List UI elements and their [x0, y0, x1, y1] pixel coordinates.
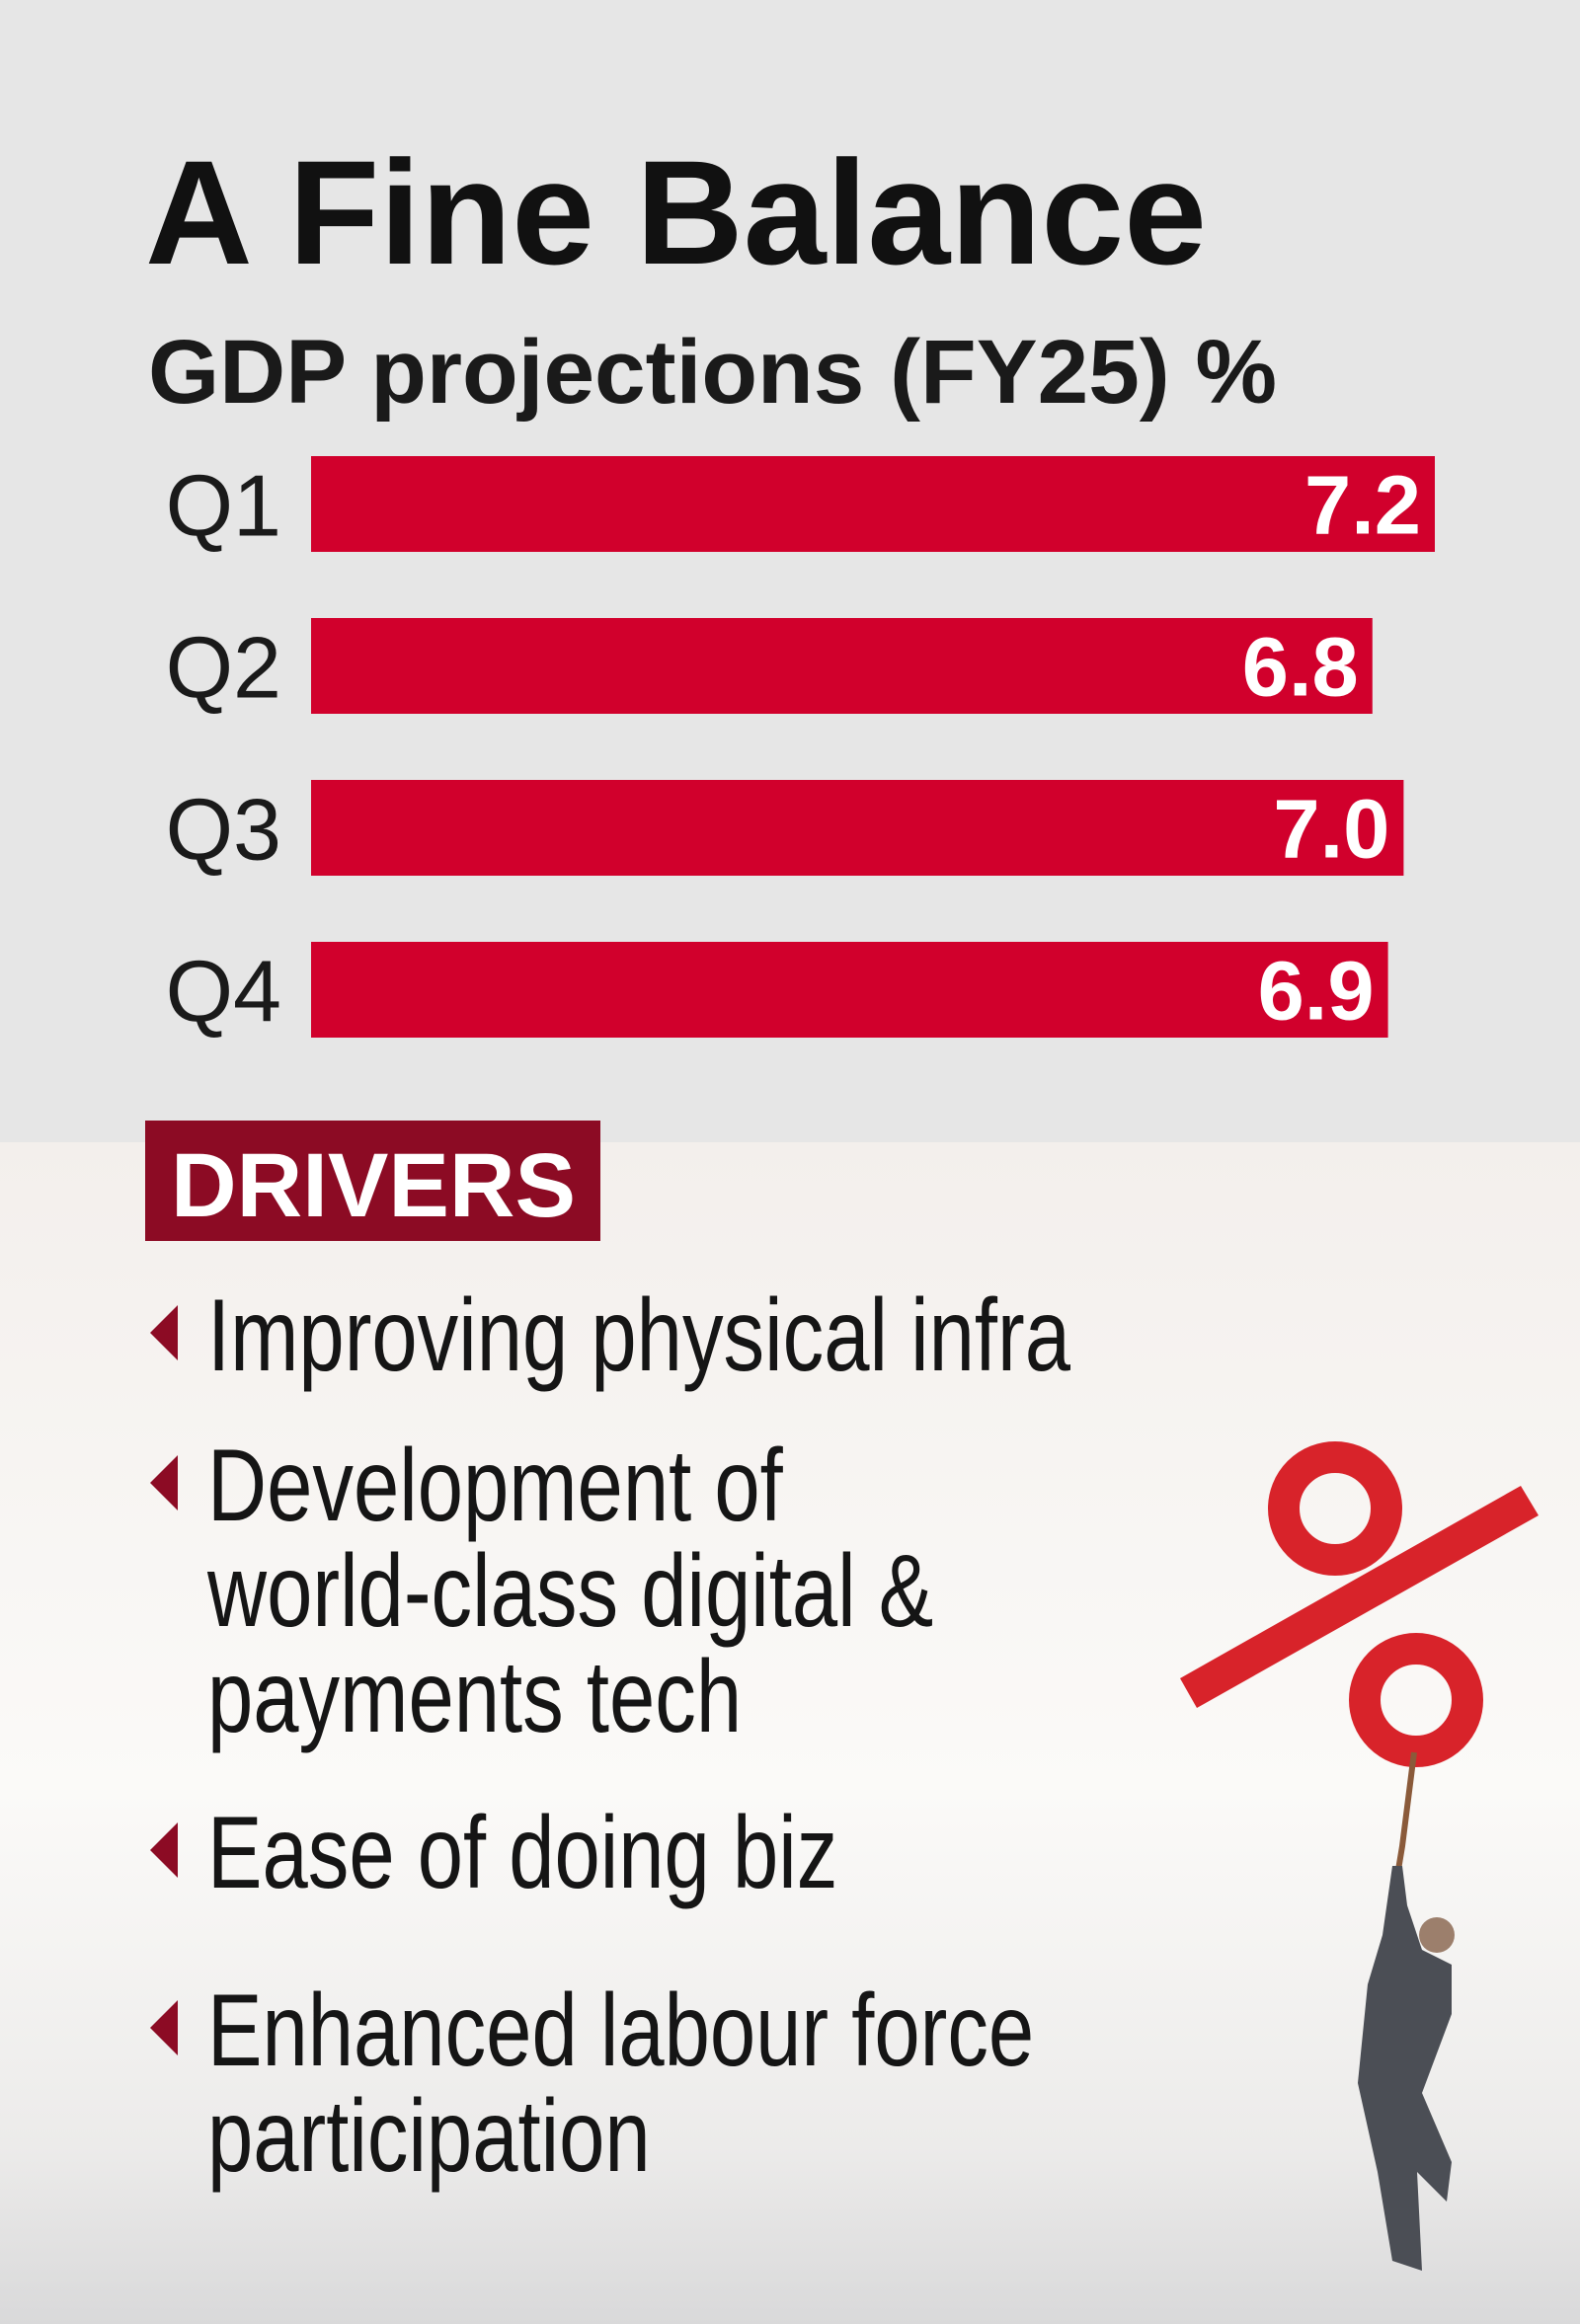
drivers-list: Improving physical infra Development ofwo…	[150, 1278, 1070, 2194]
value-label: 7.2	[1304, 459, 1421, 552]
sky-background	[0, 1142, 1580, 2324]
drivers-heading-box	[145, 1121, 600, 1241]
driver-text: payments tech	[207, 1640, 742, 1754]
category-label: Q4	[166, 943, 281, 1041]
bullet-arrow	[150, 1455, 178, 1511]
category-label: Q3	[166, 781, 281, 879]
driver-text: world-class digital &	[206, 1534, 933, 1649]
driver-text: Improving physical infra	[207, 1278, 1070, 1393]
bar	[311, 618, 1373, 714]
bullet-arrow	[150, 2000, 178, 2055]
drivers-heading: DRIVERS	[171, 1135, 576, 1236]
driver-text: Enhanced labour force	[207, 1974, 1034, 2088]
man-figure	[1358, 1866, 1452, 2271]
bar	[311, 780, 1404, 876]
percent-circle	[1268, 1441, 1402, 1576]
value-label: 7.0	[1273, 783, 1389, 876]
driver-text: Development of	[207, 1429, 784, 1543]
value-label: 6.8	[1242, 621, 1359, 714]
chart-subtitle: GDP projections (FY25) %	[148, 322, 1277, 423]
percent-slash	[1180, 1486, 1539, 1708]
driver-text: Ease of doing biz	[207, 1796, 837, 1910]
bar	[311, 456, 1435, 552]
illustration	[1180, 1441, 1539, 2271]
value-label: 6.9	[1258, 945, 1375, 1038]
bullet-arrow	[150, 1305, 178, 1360]
category-label: Q1	[166, 457, 281, 555]
chart-title: A Fine Balance	[145, 129, 1207, 295]
percent-circle	[1349, 1633, 1483, 1767]
category-label: Q2	[166, 619, 281, 717]
bar-chart: Q1 7.2 Q2 6.8 Q3 7.0 Q4 6.9	[166, 456, 1435, 1041]
bullet-arrow	[150, 1822, 178, 1878]
man-head	[1419, 1917, 1455, 1953]
bar	[311, 942, 1388, 1038]
driver-text: participation	[207, 2079, 651, 2194]
